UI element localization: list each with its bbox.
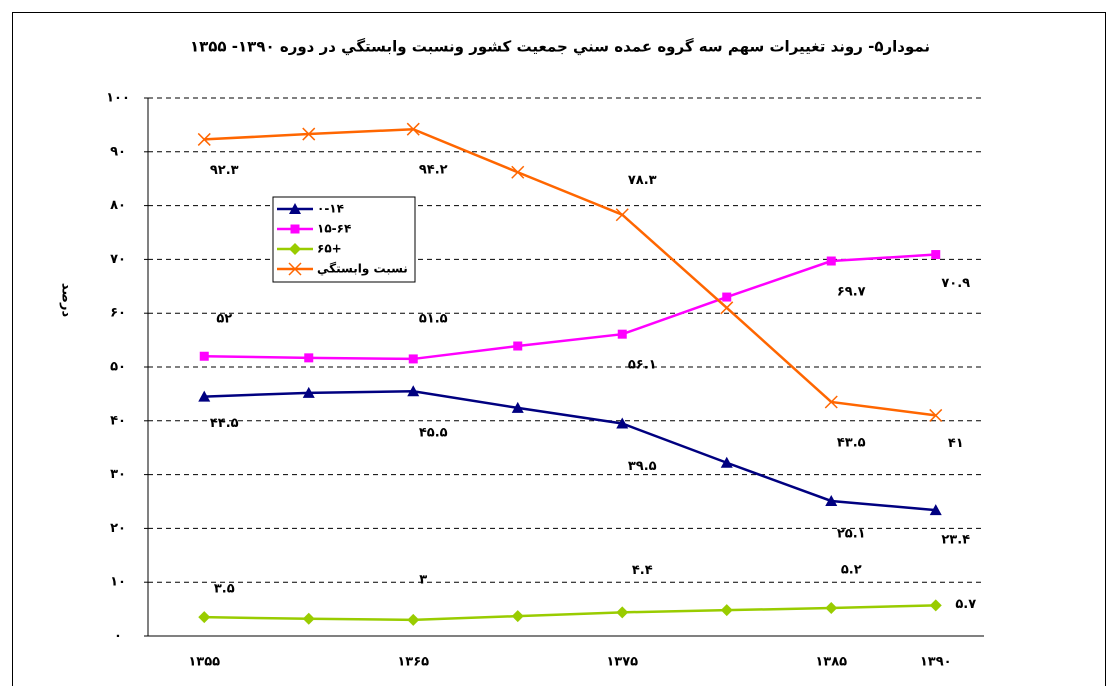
marker — [931, 250, 941, 260]
y-tick-label: ۶۰ — [110, 306, 126, 321]
data-label: ۴۵.۵ — [419, 426, 448, 441]
data-label: ۹۴.۲ — [419, 163, 448, 178]
marker — [302, 127, 316, 141]
data-label: ۵۲ — [216, 312, 232, 327]
y-tick-label: ۱۰۰ — [106, 91, 130, 106]
x-tick-label: ۱۳۶۵ — [397, 655, 429, 670]
y-tick-label: ۳۰ — [110, 467, 126, 482]
marker — [302, 612, 315, 625]
marker — [511, 610, 524, 623]
y-tick-label: ۱۰ — [110, 575, 126, 590]
data-label: ۴۳.۵ — [837, 435, 866, 450]
data-label: ۴۱ — [948, 436, 964, 451]
series — [197, 122, 943, 422]
marker — [199, 351, 209, 361]
data-label: ۶۹.۷ — [837, 285, 866, 300]
marker — [289, 243, 301, 255]
data-label: ۳ — [419, 572, 427, 587]
data-label: ۵.۲ — [841, 563, 862, 578]
y-tick-label: ۰ — [114, 629, 122, 644]
y-tick-label: ۵۰ — [110, 360, 126, 375]
data-label: ۵۱.۵ — [419, 311, 448, 326]
marker — [615, 208, 629, 222]
marker — [406, 122, 420, 136]
marker — [720, 456, 733, 468]
marker — [616, 417, 629, 429]
data-label: ۲۳.۴ — [941, 533, 970, 548]
y-tick-label: ۴۰ — [110, 413, 126, 428]
data-label: ۴۴.۵ — [210, 416, 239, 431]
x-tick-label: ۱۳۹۰ — [920, 655, 952, 670]
series-line — [204, 253, 936, 361]
marker — [198, 611, 211, 624]
marker — [407, 613, 420, 626]
data-label: ۳۹.۵ — [628, 459, 657, 474]
y-tick-label: ۹۰ — [110, 144, 126, 159]
data-label: ۵۶.۱ — [628, 358, 657, 373]
data-label: ۷۸.۳ — [628, 173, 657, 188]
series-line — [204, 389, 936, 512]
y-tick-label: ۷۰ — [110, 252, 126, 267]
legend-label: ۶۵+ — [317, 242, 342, 256]
marker — [288, 262, 302, 276]
series — [199, 250, 941, 364]
chart-title: نمودار۵- روند تغییرات سهم سه گروه عمده س… — [190, 38, 930, 56]
data-label: ۲۵.۱ — [837, 526, 866, 541]
marker — [929, 599, 942, 612]
marker — [617, 329, 627, 339]
legend-label: ۱۵-۶۴ — [317, 222, 351, 236]
x-tick-label: ۱۳۵۵ — [188, 655, 220, 670]
y-tick-label: ۸۰ — [110, 198, 126, 213]
marker — [407, 385, 420, 397]
marker — [825, 602, 838, 615]
marker — [825, 494, 838, 506]
series — [198, 599, 942, 626]
marker — [290, 224, 300, 234]
marker — [511, 401, 524, 413]
frame — [12, 12, 1106, 686]
data-label: ۴.۴ — [632, 563, 653, 578]
marker — [616, 606, 629, 619]
marker — [304, 353, 314, 363]
series-line — [204, 604, 936, 622]
marker — [824, 395, 838, 409]
marker — [722, 292, 732, 302]
data-label: ۵.۷ — [955, 597, 976, 612]
marker — [720, 604, 733, 617]
data-label: ۹۲.۳ — [210, 163, 239, 178]
marker — [197, 132, 211, 146]
data-label: ۳.۵ — [214, 582, 235, 597]
marker — [929, 504, 942, 516]
x-tick-label: ۱۳۷۵ — [606, 655, 638, 670]
series-line — [204, 127, 936, 417]
legend-label: ۰-۱۴ — [317, 202, 344, 216]
y-axis-label: درصد — [59, 283, 74, 318]
x-tick-label: ۱۳۸۵ — [815, 655, 847, 670]
y-tick-label: ۲۰ — [110, 521, 126, 536]
marker — [513, 341, 523, 351]
legend-label: نسبت وابستگي — [317, 262, 408, 277]
marker — [289, 203, 301, 214]
marker — [198, 390, 211, 402]
data-label: ۷۰.۹ — [941, 276, 970, 291]
series — [198, 385, 942, 516]
marker — [511, 165, 525, 179]
marker — [302, 386, 315, 398]
marker — [826, 256, 836, 266]
marker — [929, 408, 943, 422]
marker — [408, 354, 418, 364]
marker — [720, 301, 734, 315]
